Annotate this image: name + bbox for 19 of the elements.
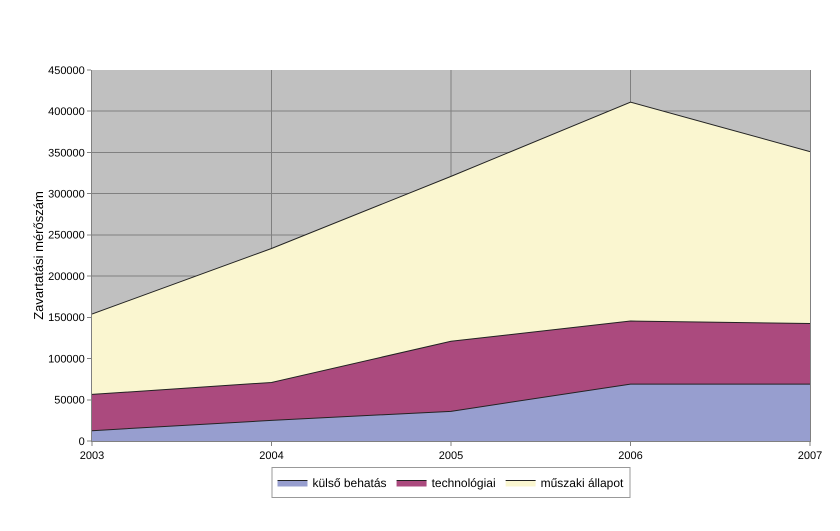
y-tick-label: 100000	[48, 353, 85, 366]
x-tick-label: 2005	[438, 450, 464, 462]
y-tick-label: 0	[78, 436, 85, 448]
legend-label: műszaki állapot	[540, 476, 624, 490]
y-tick-label: 150000	[48, 312, 85, 324]
legend-label: külső behatás	[312, 476, 387, 490]
y-tick-label: 200000	[48, 270, 85, 283]
x-tick-label: 2006	[618, 450, 643, 462]
y-tick-label: 50000	[54, 394, 85, 407]
y-tick-label: 250000	[48, 230, 85, 242]
x-tick-label: 2007	[798, 450, 822, 462]
legend-label: technológiai	[432, 476, 496, 490]
y-tick-label: 300000	[48, 188, 85, 201]
x-tick-label: 2004	[259, 450, 284, 462]
x-tick-label: 2003	[80, 450, 104, 462]
y-tick-label: 450000	[48, 64, 85, 77]
y-axis-title: Zavartatási mérőszám	[31, 191, 46, 320]
y-tick-label: 350000	[48, 147, 85, 160]
y-tick-label: 400000	[48, 106, 85, 118]
